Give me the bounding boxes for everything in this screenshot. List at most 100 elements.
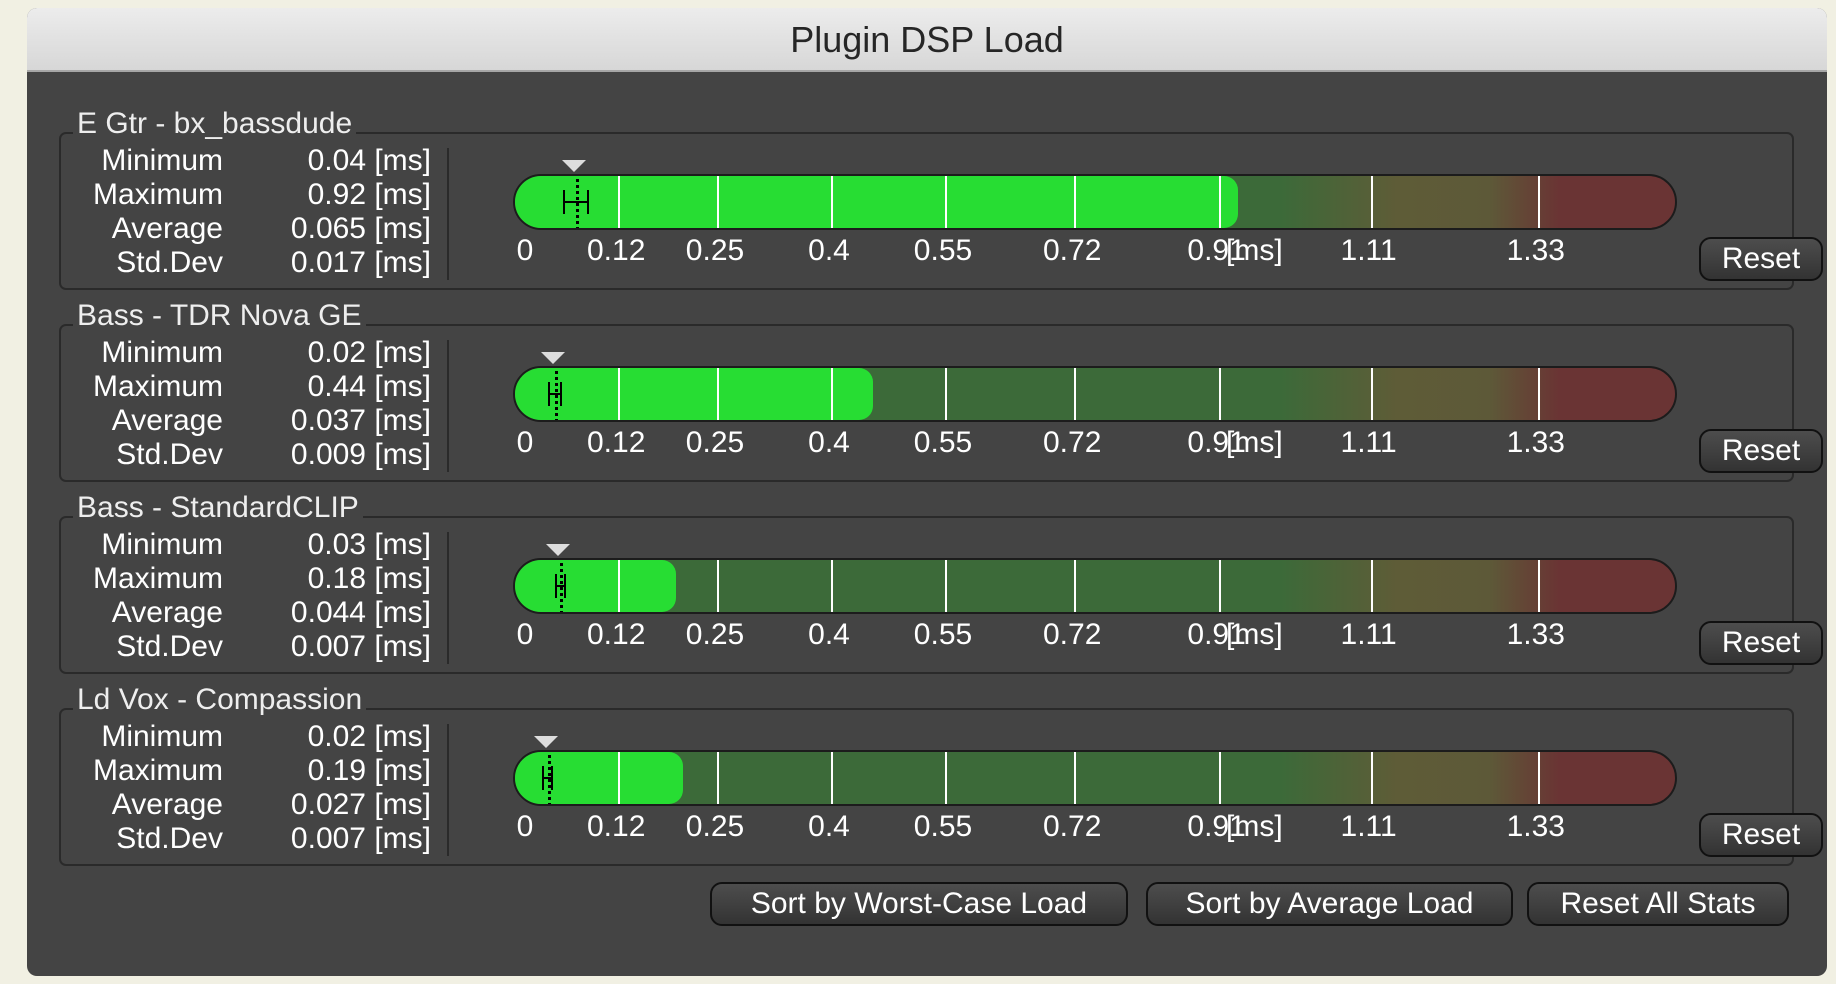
stddev-value: 0.017 [ms] xyxy=(290,246,431,279)
stddev-errorbar xyxy=(548,376,562,412)
reset-button[interactable]: Reset xyxy=(1699,621,1823,665)
dsp-load-meter xyxy=(513,174,1677,230)
max-label: Maximum xyxy=(92,178,223,211)
avg-label: Average xyxy=(111,212,223,245)
plugin-group: Bass - TDR Nova GE Minimum 0.02 [ms] Maxi… xyxy=(59,300,1823,482)
axis-tick-label: 0.72 xyxy=(1042,426,1102,459)
divider xyxy=(447,340,449,472)
sort-worst-case-button[interactable]: Sort by Worst-Case Load xyxy=(710,882,1128,926)
avg-label: Average xyxy=(111,404,223,437)
stddev-label: Std.Dev xyxy=(116,822,223,855)
meter-tick xyxy=(1370,176,1373,228)
dsp-load-window: Plugin DSP Load E Gtr - bx_bassdude Mini… xyxy=(27,8,1827,976)
load-fill xyxy=(515,752,684,804)
stddev-value: 0.007 [ms] xyxy=(290,630,431,663)
dsp-load-meter xyxy=(513,750,1677,806)
max-label: Maximum xyxy=(92,370,223,403)
axis-tick-label: 0.4 xyxy=(808,426,850,459)
average-marker-icon xyxy=(533,736,558,748)
meter-tick xyxy=(945,176,947,228)
axis-unit: [ms] xyxy=(1226,234,1283,267)
reset-button[interactable]: Reset xyxy=(1699,429,1823,473)
axis-tick-label: 0.12 xyxy=(586,618,646,651)
stddev-label: Std.Dev xyxy=(116,630,223,663)
axis-tick-label: 0 xyxy=(516,426,534,459)
sort-average-button[interactable]: Sort by Average Load xyxy=(1146,882,1513,926)
stddev-value: 0.007 [ms] xyxy=(290,822,431,855)
axis-tick-label: 1.33 xyxy=(1506,810,1565,843)
axis-tick-label: 0.55 xyxy=(913,810,973,843)
axis-tick-label: 1.33 xyxy=(1506,618,1565,651)
axis-tick-label: 1.11 xyxy=(1340,810,1397,843)
plugin-name: Bass - StandardCLIP xyxy=(73,492,363,524)
meter-axis: 0 0.12 0.25 0.4 0.55 0.72 0.91 1.11 1.33 xyxy=(513,422,1677,462)
meter-tick xyxy=(717,176,719,228)
min-value: 0.02 [ms] xyxy=(307,336,431,369)
min-label: Minimum xyxy=(101,144,223,177)
meter-tick xyxy=(618,560,621,612)
window-title: Plugin DSP Load xyxy=(27,8,1827,72)
stddev-label: Std.Dev xyxy=(116,438,223,471)
stddev-errorbar xyxy=(563,184,590,220)
stddev-value: 0.009 [ms] xyxy=(290,438,431,471)
stddev-label: Std.Dev xyxy=(116,246,223,279)
avg-value: 0.044 [ms] xyxy=(290,596,431,629)
reset-button[interactable]: Reset xyxy=(1699,237,1823,281)
meter-axis: 0 0.12 0.25 0.4 0.55 0.72 0.91 1.11 1.33 xyxy=(513,230,1677,270)
avg-value: 0.027 [ms] xyxy=(290,788,431,821)
meter-tick xyxy=(945,560,947,612)
min-value: 0.03 [ms] xyxy=(307,528,431,561)
min-label: Minimum xyxy=(101,528,223,561)
axis-tick-label: 0 xyxy=(516,810,534,843)
meter-tick xyxy=(1074,176,1077,228)
min-label: Minimum xyxy=(101,336,223,369)
meter-tick xyxy=(1537,176,1540,228)
meter-tick xyxy=(1074,752,1077,804)
axis-tick-label: 0.25 xyxy=(685,618,745,651)
axis-tick-label: 0.4 xyxy=(808,234,850,267)
meter-tick xyxy=(945,368,947,420)
axis-tick-label: 1.11 xyxy=(1340,234,1397,267)
axis-tick-label: 0.72 xyxy=(1042,234,1102,267)
axis-tick-label: 0.4 xyxy=(808,810,850,843)
min-value: 0.02 [ms] xyxy=(307,720,431,753)
avg-label: Average xyxy=(111,596,223,629)
meter-tick xyxy=(831,752,833,804)
axis-tick-label: 0.55 xyxy=(913,426,973,459)
meter-axis: 0 0.12 0.25 0.4 0.55 0.72 0.91 1.11 1.33 xyxy=(513,806,1677,846)
reset-button[interactable]: Reset xyxy=(1699,813,1823,857)
meter-tick xyxy=(1074,368,1077,420)
plugin-name: Bass - TDR Nova GE xyxy=(73,300,366,332)
min-label: Minimum xyxy=(101,720,223,753)
dsp-load-meter xyxy=(513,558,1677,614)
axis-unit: [ms] xyxy=(1226,618,1283,651)
meter-tick xyxy=(1537,560,1540,612)
stddev-errorbar xyxy=(542,760,553,796)
plugin-group: E Gtr - bx_bassdude Minimum 0.04 [ms] Max… xyxy=(59,108,1823,290)
min-value: 0.04 [ms] xyxy=(307,144,431,177)
meter-tick xyxy=(717,752,719,804)
average-marker-icon xyxy=(541,352,566,364)
meter-tick xyxy=(1537,752,1540,804)
plugin-stats: Minimum 0.03 [ms] Maximum 0.18 [ms] Averag… xyxy=(71,528,431,664)
axis-tick-label: 0.12 xyxy=(586,426,646,459)
average-line xyxy=(547,752,551,804)
plugin-stats: Minimum 0.04 [ms] Maximum 0.92 [ms] Averag… xyxy=(71,144,431,280)
axis-tick-label: 0 xyxy=(516,234,534,267)
plugin-name: Ld Vox - Compassion xyxy=(73,684,367,716)
meter-tick xyxy=(831,176,833,228)
plugin-stats: Minimum 0.02 [ms] Maximum 0.44 [ms] Averag… xyxy=(71,336,431,472)
meter-tick xyxy=(1074,560,1077,612)
divider xyxy=(447,532,449,664)
plugin-name: E Gtr - bx_bassdude xyxy=(73,108,357,140)
divider xyxy=(447,148,449,280)
meter-tick xyxy=(1370,368,1373,420)
axis-tick-label: 0.72 xyxy=(1042,618,1102,651)
axis-unit: [ms] xyxy=(1226,426,1283,459)
divider xyxy=(447,724,449,856)
reset-all-stats-button[interactable]: Reset All Stats xyxy=(1527,882,1789,926)
plugin-stats: Minimum 0.02 [ms] Maximum 0.19 [ms] Averag… xyxy=(71,720,431,856)
meter-tick xyxy=(831,368,833,420)
axis-tick-label: 0.72 xyxy=(1042,810,1102,843)
meter-tick xyxy=(1218,560,1221,612)
